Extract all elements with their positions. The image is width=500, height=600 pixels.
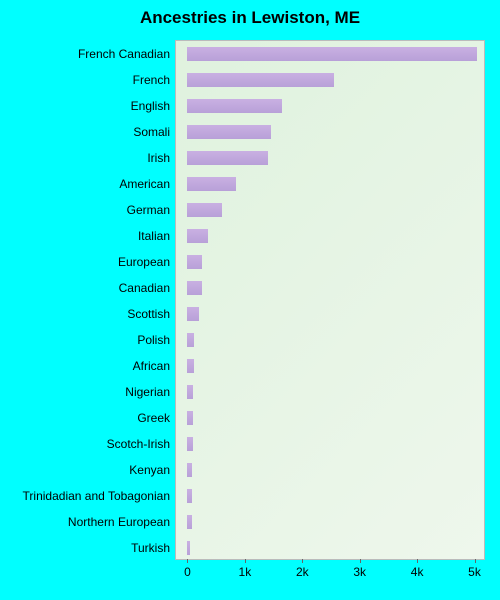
bar-label: Scottish [127, 307, 176, 321]
bar [187, 255, 202, 269]
bar [187, 489, 192, 503]
bar-row: French [176, 73, 484, 87]
x-tick-label: 3k [353, 559, 366, 579]
bar-row: African [176, 359, 484, 373]
bar-row: American [176, 177, 484, 191]
bar-label: French [133, 73, 176, 87]
bar [187, 203, 221, 217]
x-tick-label: 0 [184, 559, 191, 579]
bar [187, 151, 267, 165]
x-tick-label: 1k [239, 559, 252, 579]
x-tick-label: 5k [468, 559, 481, 579]
bar-label: Kenyan [129, 463, 176, 477]
bar-label: Trinidadian and Tobagonian [23, 489, 176, 503]
bar-row: Nigerian [176, 385, 484, 399]
bar-label: Somali [133, 125, 176, 139]
bar-label: Greek [137, 411, 176, 425]
bar-label: Nigerian [125, 385, 176, 399]
bar [187, 229, 207, 243]
bar-row: Trinidadian and Tobagonian [176, 489, 484, 503]
bar-row: Irish [176, 151, 484, 165]
bar-label: Turkish [131, 541, 176, 555]
bar-label: Irish [147, 151, 176, 165]
bar-row: French Canadian [176, 47, 484, 61]
bar [187, 99, 282, 113]
bar [187, 515, 191, 529]
bar-row: Scotch-Irish [176, 437, 484, 451]
bar-label: African [133, 359, 176, 373]
bar [187, 281, 201, 295]
bar-label: Scotch-Irish [107, 437, 176, 451]
bar-label: Italian [138, 229, 176, 243]
bar-row: English [176, 99, 484, 113]
x-tick-label: 4k [411, 559, 424, 579]
bar-row: Italian [176, 229, 484, 243]
bar-row: Canadian [176, 281, 484, 295]
bar-row: Somali [176, 125, 484, 139]
bar [187, 437, 192, 451]
page-root: Ancestries in Lewiston, ME City-Data.com… [0, 0, 500, 600]
bar [187, 307, 198, 321]
chart-title: Ancestries in Lewiston, ME [0, 8, 500, 28]
bar-row: Turkish [176, 541, 484, 555]
bar-row: Kenyan [176, 463, 484, 477]
bar-label: American [119, 177, 176, 191]
bar-label: French Canadian [78, 47, 176, 61]
bar-row: Greek [176, 411, 484, 425]
x-tick-label: 2k [296, 559, 309, 579]
bar-row: German [176, 203, 484, 217]
bar-label: European [118, 255, 176, 269]
bar [187, 73, 333, 87]
bar-label: Polish [137, 333, 176, 347]
plot-area: City-Data.com French CanadianFrenchEngli… [175, 40, 485, 560]
bar [187, 359, 193, 373]
bar [187, 463, 192, 477]
bar [187, 411, 192, 425]
bar-label: Canadian [119, 281, 176, 295]
bar-label: English [131, 99, 176, 113]
bar [187, 385, 193, 399]
bar-row: Northern European [176, 515, 484, 529]
bar-row: European [176, 255, 484, 269]
bar [187, 541, 189, 555]
bar [187, 125, 270, 139]
bar-row: Polish [176, 333, 484, 347]
bar-label: Northern European [68, 515, 176, 529]
bar [187, 177, 236, 191]
bar [187, 47, 477, 61]
bar-row: Scottish [176, 307, 484, 321]
bar-label: German [127, 203, 176, 217]
bar [187, 333, 194, 347]
